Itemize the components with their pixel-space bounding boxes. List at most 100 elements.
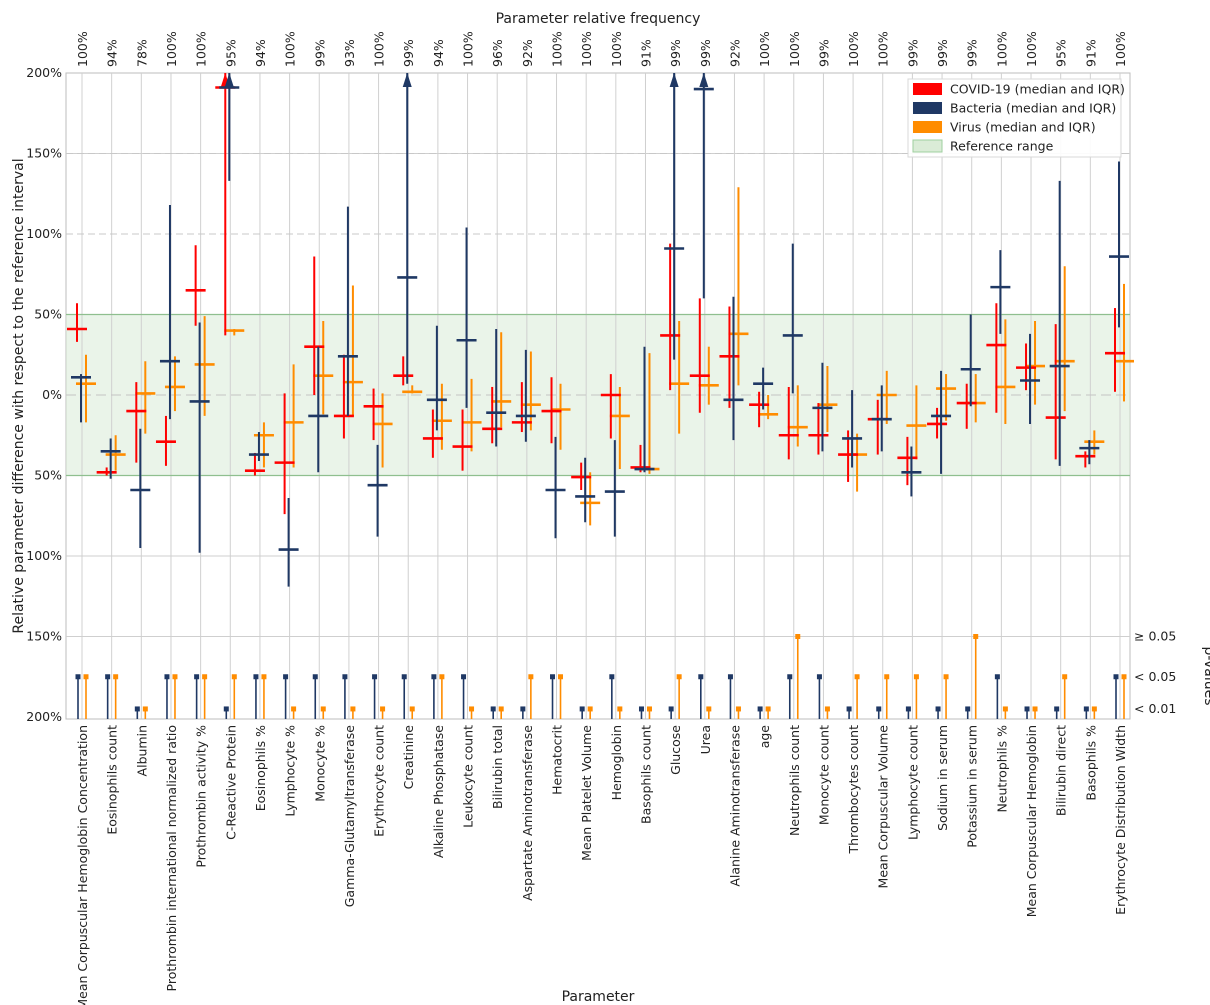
bacteria-overflow-arrow — [402, 73, 412, 87]
frequency-label: 96% — [490, 39, 505, 67]
x-tick-label: Glucose — [668, 725, 683, 775]
bacteria-pvalue-marker — [846, 706, 852, 712]
pvalue-group — [342, 674, 356, 719]
parameter-group — [630, 346, 660, 474]
parameter-group — [96, 435, 126, 479]
legend-label-virus: Virus (median and IQR) — [950, 120, 1096, 135]
virus-pvalue-marker — [498, 706, 504, 712]
parameter-group — [215, 73, 245, 336]
y-tick-label: 50% — [34, 468, 62, 483]
bacteria-pvalue-marker — [1113, 674, 1119, 680]
frequency-label: 93% — [342, 39, 357, 67]
bacteria-pvalue-marker — [638, 706, 644, 712]
frequency-label: 94% — [431, 39, 446, 67]
virus-pvalue-marker — [439, 674, 445, 680]
virus-pvalue-marker — [1091, 706, 1097, 712]
pvalue-group — [876, 674, 890, 719]
frequency-label: 100% — [283, 31, 298, 67]
frequency-label: 94% — [253, 39, 268, 67]
frequency-label: 99% — [401, 39, 416, 67]
pvalue-group — [75, 674, 89, 719]
pvalue-group — [223, 674, 237, 719]
parameter-group — [541, 377, 571, 539]
x-tick-label: Bilirubin total — [490, 725, 505, 809]
frequency-label: 99% — [312, 39, 327, 67]
bacteria-pvalue-marker — [1054, 706, 1060, 712]
y-tick-label: 50% — [34, 307, 62, 322]
pvalue-group — [935, 674, 949, 719]
virus-pvalue-marker — [261, 674, 267, 680]
y-axis-right-title: p-values — [1201, 646, 1210, 705]
pvalue-group — [431, 674, 445, 719]
x-tick-label: Monocyte % — [312, 725, 327, 802]
parameter-group — [689, 73, 719, 413]
virus-pvalue-marker — [1121, 674, 1127, 680]
frequency-label: 100% — [75, 31, 90, 67]
bacteria-pvalue-marker — [727, 674, 733, 680]
bacteria-pvalue-marker — [194, 674, 200, 680]
frequency-label: 100% — [846, 31, 861, 67]
virus-pvalue-marker — [291, 706, 297, 712]
frequency-label: 94% — [105, 39, 120, 67]
parameter-group — [1045, 180, 1075, 466]
parameter-group — [956, 314, 986, 429]
bacteria-pvalue-marker — [757, 706, 763, 712]
bacteria-pvalue-marker — [342, 674, 348, 680]
x-tick-label: Prothrombin international normalized rat… — [164, 725, 179, 991]
bacteria-pvalue-marker — [1024, 706, 1030, 712]
x-tick-label: Erythrocyte count — [372, 725, 387, 837]
virus-pvalue-marker — [884, 674, 890, 680]
parameter-group — [719, 187, 749, 441]
x-tick-label: Mean Corpuscular Hemoglobin Concentratio… — [75, 725, 90, 1005]
pvalue-group — [1113, 674, 1127, 719]
frequency-label: 100% — [194, 31, 209, 67]
pvalue-group — [757, 706, 771, 719]
frequency-label: 100% — [461, 31, 476, 67]
legend: COVID-19 (median and IQR) Bacteria (media… — [907, 78, 1125, 158]
x-tick-label: Urea — [698, 725, 713, 754]
legend-label-covid: COVID-19 (median and IQR) — [950, 82, 1125, 97]
pvalue-level-label: ≥ 0.05 — [1134, 629, 1176, 644]
virus-pvalue-marker — [617, 706, 623, 712]
virus-pvalue-marker — [795, 634, 801, 639]
pvalue-group — [1054, 674, 1068, 719]
parameter-group — [185, 245, 215, 553]
parameter-group — [749, 367, 779, 428]
virus-pvalue-marker — [706, 706, 712, 712]
x-tick-label: Prothrombin activity % — [194, 725, 209, 868]
bacteria-pvalue-marker — [1083, 706, 1089, 712]
legend-swatch-covid — [913, 83, 942, 95]
x-tick-label: Aspartate Aminotransferase — [520, 725, 535, 901]
bacteria-pvalue-marker — [75, 674, 81, 680]
frequency-label: 91% — [638, 39, 653, 67]
parameter-group — [482, 328, 512, 447]
bacteria-pvalue-marker — [876, 706, 882, 712]
parameter-group — [897, 385, 927, 497]
bacteria-pvalue-marker — [490, 706, 496, 712]
x-tick-label: Thrombocytes count — [846, 725, 861, 855]
pvalue-group — [787, 634, 801, 719]
frequency-label: 100% — [876, 31, 891, 67]
virus-pvalue-marker — [558, 674, 564, 680]
pvalue-group — [401, 674, 415, 719]
pvalue-group — [994, 674, 1008, 719]
parameter-group — [1105, 161, 1134, 402]
virus-pvalue-marker — [913, 674, 919, 680]
pvalue-group — [727, 674, 741, 719]
frequency-label: 100% — [164, 31, 179, 67]
virus-pvalue-marker — [83, 674, 89, 680]
bacteria-pvalue-marker — [223, 706, 229, 712]
frequency-label: 95% — [223, 39, 238, 67]
y-tick-label: 150% — [26, 629, 62, 644]
frequency-label: 100% — [1113, 31, 1128, 67]
virus-pvalue-marker — [943, 674, 949, 680]
x-tick-label: Basophils % — [1083, 725, 1098, 801]
bacteria-pvalue-marker — [935, 706, 941, 712]
frequency-label: 92% — [520, 39, 535, 67]
pvalue-group — [283, 674, 297, 719]
x-axis-title: Parameter — [562, 989, 635, 1005]
x-tick-label: Mean Corpuscular Volume — [876, 725, 891, 889]
bacteria-overflow-arrow — [669, 73, 679, 87]
bacteria-pvalue-marker — [579, 706, 585, 712]
